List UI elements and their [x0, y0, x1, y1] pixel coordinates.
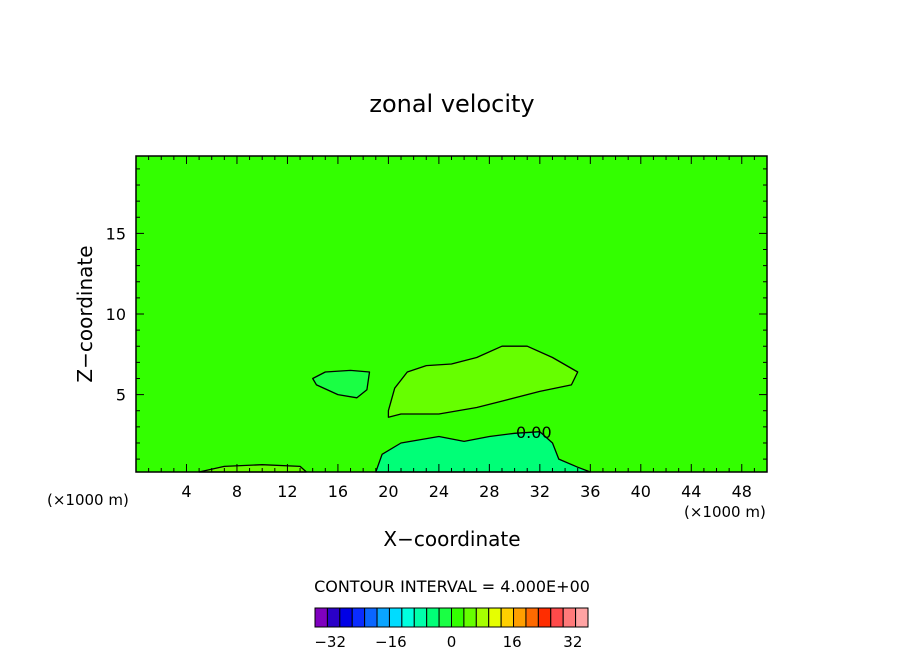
colorbar-swatch: [388, 607, 403, 628]
x-unit-right: (×1000 m): [684, 503, 766, 521]
contour-label: 0.00: [516, 423, 552, 442]
colorbar-swatch: [413, 607, 428, 628]
y-tick-labels: 5 10 15: [106, 224, 126, 404]
colorbar-labels: −32 −16 0 16 32: [314, 633, 582, 651]
x-tick-label: 44: [681, 482, 701, 501]
y-tick-label: 10: [106, 305, 126, 324]
colorbar-swatch: [488, 607, 502, 628]
x-tick-labels: 4 8 12 16 20 24 28 32 36 40 44 48: [181, 482, 752, 501]
colorbar-swatch: [525, 607, 539, 628]
colorbar-tick-label: −32: [314, 633, 346, 651]
colorbar-tick-label: −16: [375, 633, 407, 651]
colorbar-swatch: [575, 607, 589, 628]
colorbar-swatch: [376, 607, 390, 628]
contour-regions: [198, 345, 591, 473]
x-tick-label: 48: [732, 482, 752, 501]
colorbar: [314, 607, 589, 628]
colorbar-swatch: [401, 607, 415, 628]
colorbar-swatch: [475, 607, 490, 628]
colorbar-tick-label: 32: [563, 633, 582, 651]
x-axis-label: X−coordinate: [383, 527, 520, 551]
plot-background: [136, 156, 767, 472]
colorbar-swatch: [426, 607, 440, 628]
x-tick-label: 36: [580, 482, 600, 501]
colorbar-tick-label: 0: [447, 633, 457, 651]
chart-title: zonal velocity: [369, 90, 534, 118]
plot-frame: [135, 155, 768, 473]
contour-region-2: [375, 431, 591, 473]
colorbar-swatch: [451, 607, 465, 628]
colorbar-swatch: [500, 607, 515, 628]
colorbar-swatch: [314, 607, 328, 628]
colorbar-swatch: [364, 607, 378, 628]
colorbar-swatch: [351, 607, 366, 628]
x-tick-label: 32: [530, 482, 550, 501]
colorbar-swatch: [513, 607, 527, 628]
colorbar-tick-label: 16: [503, 633, 522, 651]
y-tick-label: 5: [116, 386, 126, 405]
contour-region-1: [312, 369, 371, 399]
x-tick-label: 24: [429, 482, 449, 501]
contour-interval-text: CONTOUR INTERVAL = 4.000E+00: [314, 577, 590, 596]
x-tick-label: 20: [378, 482, 398, 501]
colorbar-swatch: [537, 607, 552, 628]
x-tick-label: 28: [479, 482, 499, 501]
x-tick-label: 4: [181, 482, 191, 501]
x-unit-left: (×1000 m): [47, 491, 129, 509]
x-tick-label: 40: [631, 482, 651, 501]
colorbar-swatch: [438, 607, 453, 628]
y-tick-label: 15: [106, 224, 126, 243]
x-tick-label: 16: [328, 482, 348, 501]
x-tick-label: 8: [232, 482, 242, 501]
colorbar-swatch: [562, 607, 577, 628]
colorbar-swatch: [463, 607, 477, 628]
y-axis-label: Z−coordinate: [73, 245, 97, 382]
x-tick-label: 12: [277, 482, 297, 501]
colorbar-swatch: [550, 607, 564, 628]
contour-region-0: [387, 345, 579, 418]
colorbar-swatch: [339, 607, 353, 628]
colorbar-swatch: [326, 607, 341, 628]
